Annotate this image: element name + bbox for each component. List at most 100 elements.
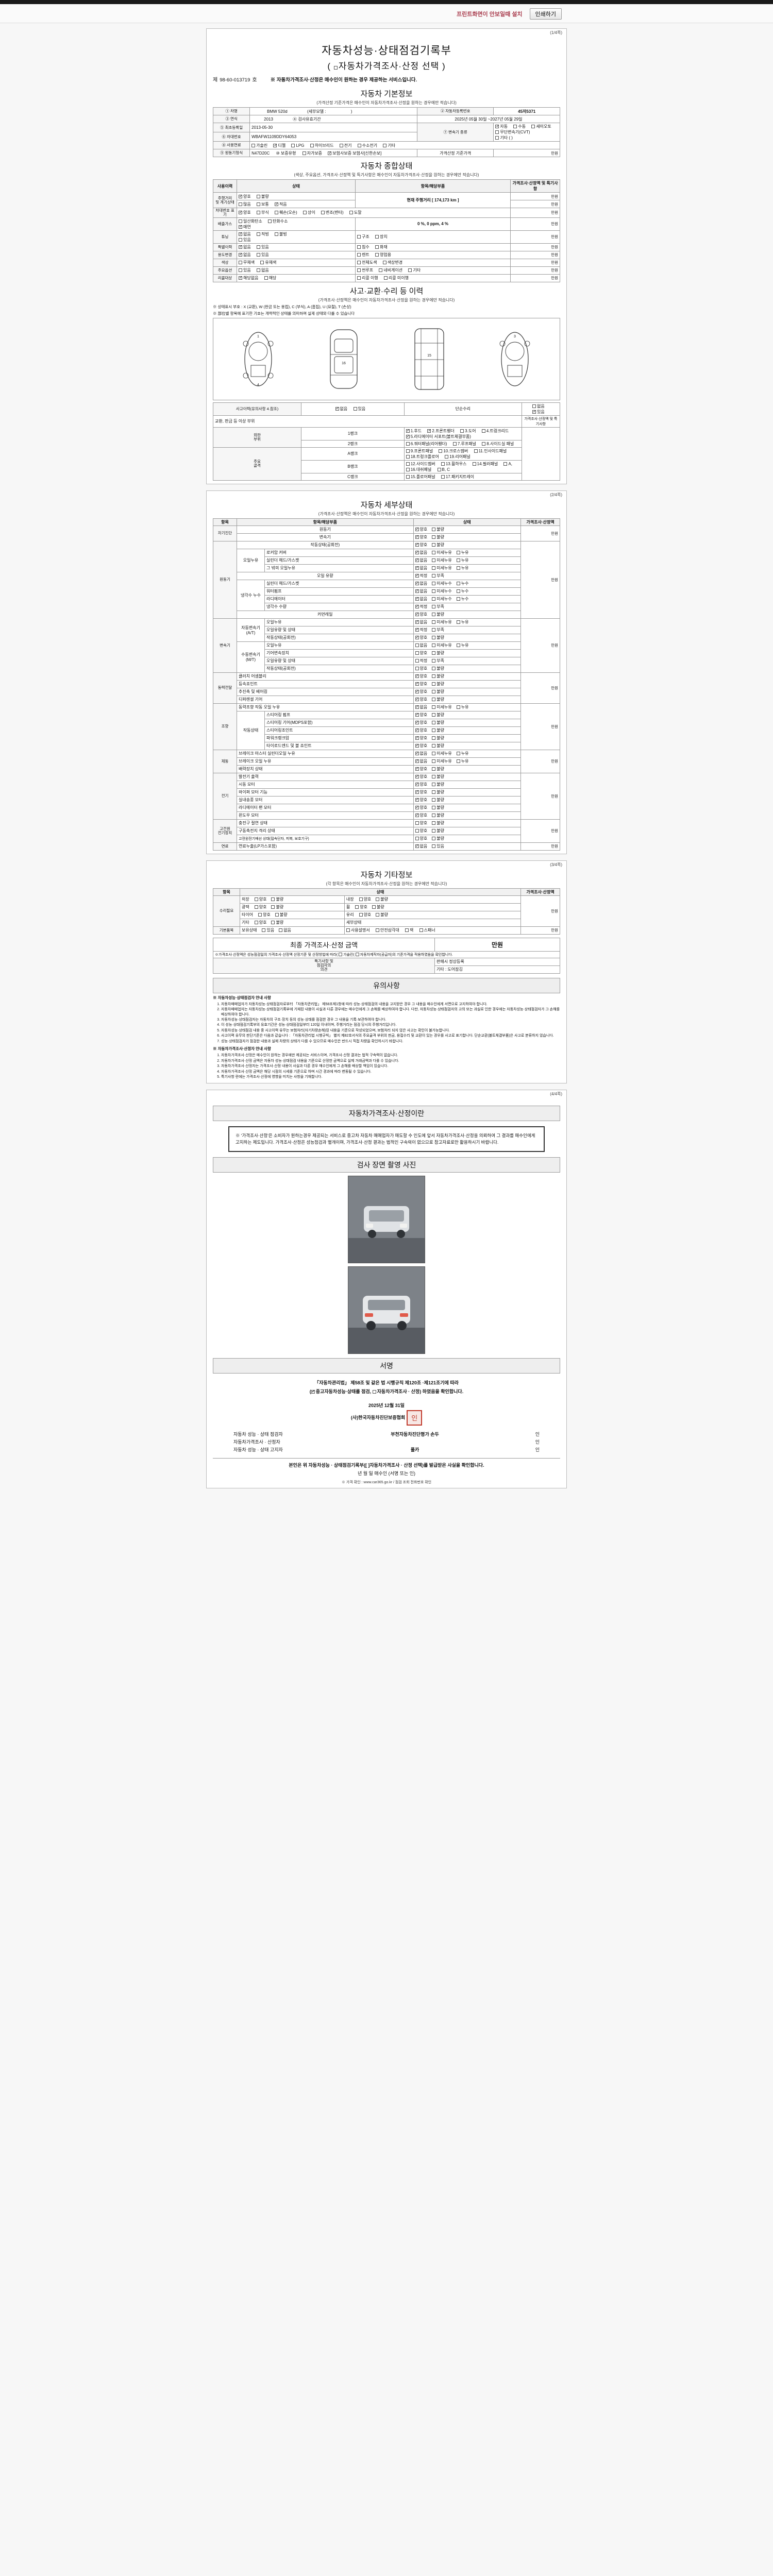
item-wheel-house[interactable]: 13.휠하우스	[441, 461, 466, 467]
checkbox-icon[interactable]	[432, 582, 436, 585]
special-opt-flood[interactable]: 침수	[357, 244, 369, 250]
checkbox-icon[interactable]	[262, 928, 266, 932]
simple-opt-has[interactable]: 있음	[532, 409, 545, 415]
checkbox-icon[interactable]	[406, 454, 410, 459]
opt-none[interactable]: 없음	[415, 758, 427, 764]
checkbox-icon[interactable]	[415, 712, 419, 717]
checkbox-icon[interactable]	[415, 550, 419, 554]
checkbox-icon[interactable]	[376, 897, 380, 901]
checkbox-icon[interactable]	[432, 566, 436, 570]
opt-leak[interactable]: 누유	[456, 704, 468, 710]
checkbox-icon[interactable]	[256, 202, 260, 206]
checkbox-icon[interactable]	[415, 743, 419, 748]
checkbox-icon[interactable]	[415, 527, 419, 531]
item-hood[interactable]: 1.후드	[406, 428, 422, 434]
mileage-opt-good[interactable]: 양호	[239, 194, 251, 199]
opt-bad[interactable]: 불량	[432, 673, 444, 679]
opt-bad[interactable]: 불량	[432, 735, 444, 741]
checkbox-icon[interactable]	[268, 219, 272, 223]
fuel-opt-hydrogen[interactable]: 수소전기	[357, 143, 377, 148]
checkbox-icon[interactable]	[264, 276, 268, 280]
opt-bad[interactable]: 불량	[432, 782, 444, 787]
checkbox-icon[interactable]	[415, 565, 419, 570]
checkbox-icon[interactable]	[415, 720, 419, 724]
emis-opt-hc[interactable]: 탄화수소	[268, 218, 288, 224]
checkbox-icon[interactable]	[415, 805, 419, 809]
checkbox-icon[interactable]	[258, 913, 262, 917]
opt-bad[interactable]: 불량	[432, 820, 444, 826]
opt-bad[interactable]: 불량	[271, 920, 283, 925]
special-opt-none[interactable]: 없음	[239, 244, 251, 250]
opt-bad[interactable]: 불량	[271, 904, 283, 910]
vin-opt-different[interactable]: 상이	[303, 210, 315, 215]
checkbox-icon[interactable]	[355, 952, 359, 956]
checkbox-icon[interactable]	[437, 467, 441, 471]
checkbox-icon[interactable]	[432, 844, 436, 848]
opt-slight[interactable]: 미세누수	[432, 581, 452, 586]
checkbox-icon[interactable]	[495, 136, 499, 140]
checkbox-icon[interactable]	[432, 821, 436, 825]
checkbox-icon[interactable]	[503, 462, 508, 466]
opt-low[interactable]: 부족	[432, 658, 444, 664]
checkbox-icon[interactable]	[260, 261, 264, 265]
opt-leak[interactable]: 누수	[456, 581, 468, 586]
checkbox-icon[interactable]	[339, 143, 343, 147]
opt-leak[interactable]: 누유	[456, 619, 468, 625]
checkbox-icon[interactable]	[375, 235, 379, 239]
opt-bad[interactable]: 불량	[432, 666, 444, 671]
checkbox-icon[interactable]	[432, 829, 436, 833]
item-triangle[interactable]: 안전삼각대	[375, 927, 399, 933]
opt-slight[interactable]: 미세누수	[432, 588, 452, 594]
tuning-opt-device[interactable]: 장치	[375, 234, 388, 240]
opt-bad[interactable]: 불량	[432, 828, 444, 834]
opt-none[interactable]: 없음	[415, 588, 427, 594]
checkbox-icon[interactable]	[415, 697, 419, 701]
checkbox-icon[interactable]	[375, 245, 379, 249]
checkbox-icon[interactable]	[432, 558, 436, 562]
item-package-tray[interactable]: 17.패키지트레이	[441, 474, 474, 480]
item-quarter-panel[interactable]: 6.쿼터패널(리어휀더)	[406, 441, 447, 447]
checkbox-icon[interactable]	[432, 783, 436, 786]
opt-none[interactable]: 없음	[415, 581, 427, 586]
checkbox-icon[interactable]	[415, 619, 419, 624]
checkbox-icon[interactable]	[271, 905, 275, 909]
checkbox-icon[interactable]	[432, 574, 436, 578]
opt-good[interactable]: 양호	[258, 912, 271, 918]
checkbox-icon[interactable]	[415, 557, 419, 562]
warranty-opt-self[interactable]: 자가보증	[302, 150, 322, 156]
checkbox-icon[interactable]	[274, 232, 278, 236]
opt-good[interactable]: 양호	[415, 720, 427, 725]
checkbox-icon[interactable]	[239, 202, 242, 206]
opt-bad[interactable]: 불량	[432, 766, 444, 772]
checkbox-icon[interactable]	[239, 210, 243, 215]
opt-good[interactable]: 양호	[415, 673, 427, 679]
opt-bad[interactable]: 불량	[432, 720, 444, 725]
checkbox-icon[interactable]	[432, 752, 436, 755]
checkbox-icon[interactable]	[383, 143, 387, 147]
warranty-opt-insurer[interactable]: 보험사보증 보험사[신한손보]	[328, 150, 381, 156]
checkbox-icon[interactable]	[415, 534, 419, 539]
opt-bad[interactable]: 불량	[271, 896, 283, 902]
checkbox-icon[interactable]	[254, 905, 258, 909]
option-opt-has[interactable]: 있음	[239, 267, 251, 273]
checkbox-icon[interactable]	[415, 667, 419, 670]
opt-leak[interactable]: 누유	[456, 550, 468, 555]
checkbox-icon[interactable]	[432, 775, 436, 778]
checkbox-icon[interactable]	[513, 125, 517, 128]
checkbox-icon[interactable]	[353, 407, 357, 411]
checkbox-icon[interactable]	[415, 604, 419, 608]
checkbox-icon[interactable]	[532, 404, 536, 408]
checkbox-icon[interactable]	[239, 224, 243, 229]
item-front-panel[interactable]: 9.프론트패널	[406, 448, 433, 454]
checkbox-icon[interactable]	[372, 905, 376, 909]
checkbox-icon[interactable]	[481, 429, 485, 433]
opt-none[interactable]: 없음	[415, 843, 427, 849]
checkbox-icon[interactable]	[432, 643, 436, 647]
opt-leak[interactable]: 누유	[456, 557, 468, 563]
vin-opt-damaged[interactable]: 훼손(오손)	[274, 210, 297, 215]
checkbox-icon[interactable]	[239, 268, 242, 273]
checkbox-icon[interactable]	[452, 442, 457, 446]
checkbox-icon[interactable]	[339, 952, 343, 956]
checkbox-icon[interactable]	[415, 542, 419, 547]
checkbox-icon[interactable]	[532, 409, 536, 414]
